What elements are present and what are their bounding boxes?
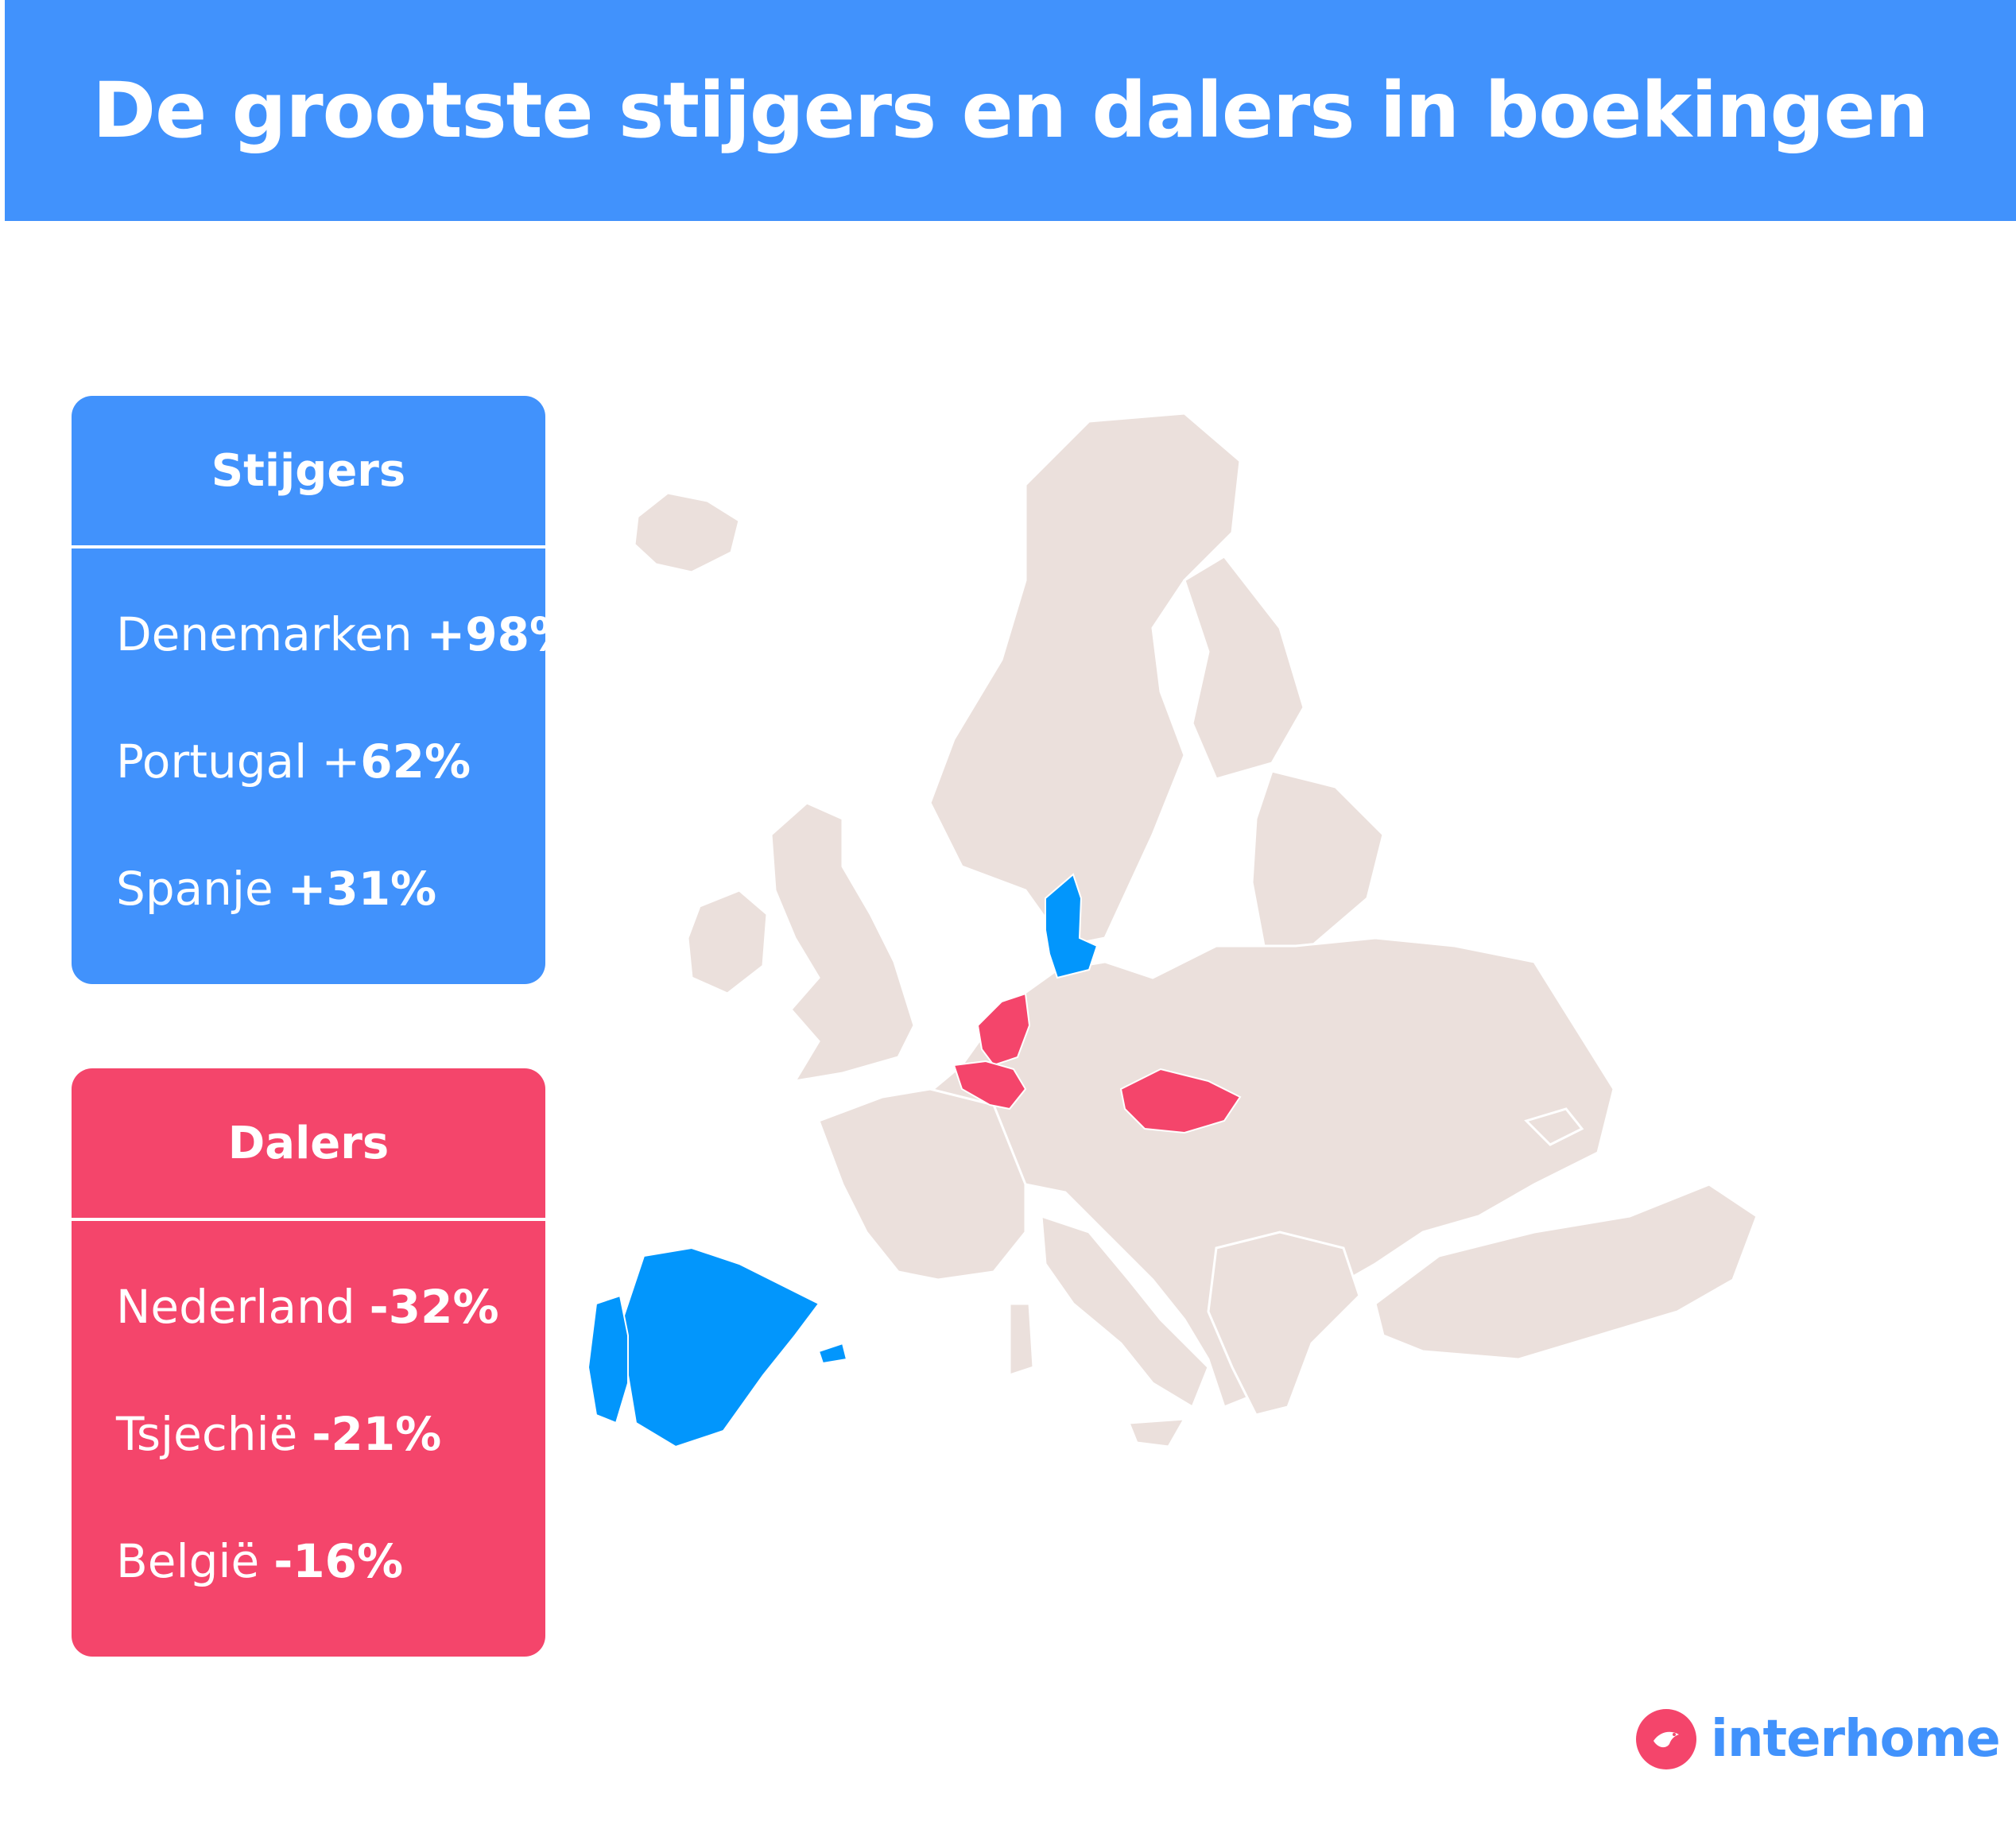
netherlands: [976, 992, 1031, 1067]
finland: [1183, 555, 1305, 781]
italy: [1040, 1214, 1210, 1409]
great-britain: [770, 801, 916, 1083]
belgium: [952, 1060, 1027, 1110]
scandinavia: [929, 412, 1242, 948]
risers-panel: Stijgers Denemarken +98% Portugal +62% Sp…: [72, 396, 576, 984]
highlighted-countries: [587, 873, 1242, 1448]
interhome-logo: interhome: [1636, 1709, 2001, 1769]
continental-europe: [913, 936, 1615, 1409]
logo-text: interhome: [1711, 1710, 2001, 1769]
fallers-heading: Dalers: [72, 1068, 545, 1221]
page-title: De grootste stijgers en dalers in boekin…: [92, 66, 1929, 155]
country-name: Spanje: [116, 862, 273, 916]
list-item: Denemarken +98%: [72, 571, 576, 698]
france: [817, 1087, 1027, 1281]
balkans: [1207, 1231, 1361, 1417]
change-value: 62%: [360, 734, 471, 789]
czechia: [1119, 1068, 1242, 1134]
iceland: [633, 491, 741, 574]
country-name: Denemarken: [116, 607, 413, 661]
list-item: Tsjechië -21%: [72, 1370, 545, 1498]
country-name: Tsjechië: [116, 1407, 298, 1461]
country-name: Nederland: [116, 1280, 355, 1334]
country-name: Portugal +: [116, 734, 361, 789]
turkey: [1374, 1183, 1758, 1361]
balearic-islands: [817, 1342, 848, 1365]
change-value: -16%: [273, 1534, 404, 1588]
header-banner: De grootste stijgers en dalers in boekin…: [5, 0, 2016, 221]
sicily: [1126, 1417, 1187, 1448]
crimea: [1524, 1107, 1584, 1146]
list-item: Portugal +62%: [72, 698, 545, 825]
country-name: België: [116, 1534, 260, 1588]
sardinia: [1008, 1302, 1035, 1378]
land-masses: [633, 412, 1758, 1448]
portugal: [587, 1294, 629, 1424]
denmark: [1045, 873, 1099, 979]
bird-icon: [1636, 1709, 1696, 1769]
risers-heading: Stijgers: [72, 396, 545, 548]
change-value: +98%: [426, 607, 576, 661]
change-value: -21%: [312, 1407, 442, 1461]
change-value: -32%: [369, 1280, 499, 1334]
list-item: Spanje +31%: [72, 825, 545, 952]
ireland: [686, 889, 769, 995]
fallers-panel: Dalers Nederland -32% Tsjechië -21% België…: [72, 1068, 545, 1657]
change-value: +31%: [287, 862, 437, 916]
list-item: België -16%: [72, 1498, 545, 1625]
europe-map: [580, 390, 1979, 1558]
list-item: Nederland -32%: [72, 1243, 545, 1370]
